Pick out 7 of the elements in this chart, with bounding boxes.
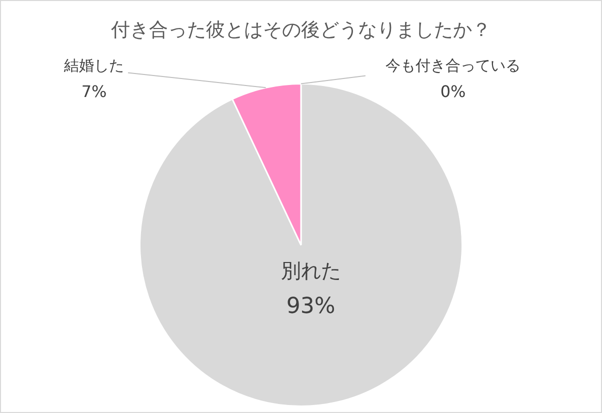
text: 0% (440, 82, 466, 101)
slice-label: 結婚した (63, 56, 124, 75)
slice-label: 別れた (280, 258, 341, 282)
data-label: 7% (81, 82, 107, 101)
chart-title: 付き合った彼とはその後どうなりましたか？ (110, 18, 491, 41)
category-label: 今も付き合っている (386, 56, 520, 75)
data-label: 93% (286, 294, 336, 319)
